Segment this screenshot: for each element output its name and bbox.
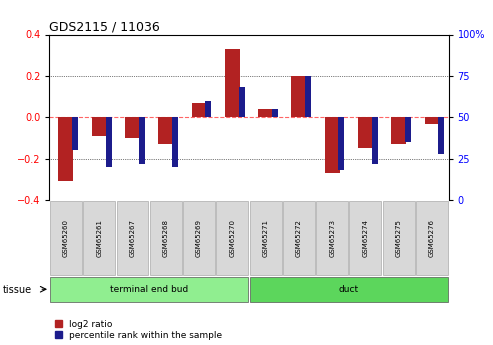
Bar [106, 117, 111, 167]
Text: GSM65269: GSM65269 [196, 219, 202, 257]
Text: GSM65274: GSM65274 [362, 219, 368, 257]
Bar [150, 201, 182, 275]
Bar [125, 117, 140, 138]
Bar [139, 117, 145, 164]
Text: tissue: tissue [2, 285, 32, 295]
Bar [383, 201, 415, 275]
Bar [192, 103, 207, 117]
Text: GSM65267: GSM65267 [130, 219, 136, 257]
Bar [416, 201, 448, 275]
Bar [391, 117, 406, 144]
Bar [339, 117, 345, 170]
Text: GDS2115 / 11036: GDS2115 / 11036 [49, 20, 160, 33]
Bar [350, 201, 382, 275]
Bar [239, 88, 245, 117]
Bar [206, 101, 211, 117]
Bar [249, 201, 282, 275]
Text: GSM65276: GSM65276 [429, 219, 435, 257]
Bar [50, 201, 82, 275]
Text: duct: duct [339, 285, 359, 294]
Bar [216, 201, 248, 275]
Text: GSM65260: GSM65260 [63, 219, 69, 257]
Bar [316, 201, 348, 275]
Text: terminal end bud: terminal end bud [110, 285, 188, 294]
Bar [172, 117, 178, 167]
Bar [358, 117, 373, 148]
Bar [438, 117, 444, 154]
Bar [116, 201, 148, 275]
Text: GSM65272: GSM65272 [296, 219, 302, 257]
Text: GSM65268: GSM65268 [163, 219, 169, 257]
Bar [225, 49, 240, 117]
Bar [72, 117, 78, 150]
Legend: log2 ratio, percentile rank within the sample: log2 ratio, percentile rank within the s… [54, 319, 223, 341]
Bar [424, 117, 439, 124]
Text: GSM65273: GSM65273 [329, 219, 335, 257]
Bar [50, 277, 248, 302]
Bar [272, 109, 278, 117]
Bar [291, 76, 306, 117]
Bar [249, 277, 448, 302]
Text: GSM65261: GSM65261 [96, 219, 102, 257]
Text: GSM65271: GSM65271 [263, 219, 269, 257]
Bar [92, 117, 106, 136]
Bar [305, 76, 311, 117]
Bar [405, 117, 411, 142]
Bar [83, 201, 115, 275]
Bar [283, 201, 315, 275]
Bar [59, 117, 73, 181]
Bar [158, 117, 173, 144]
Bar [258, 109, 273, 117]
Bar [372, 117, 378, 164]
Bar [183, 201, 215, 275]
Text: GSM65270: GSM65270 [229, 219, 235, 257]
Bar [325, 117, 340, 173]
Text: GSM65275: GSM65275 [396, 219, 402, 257]
